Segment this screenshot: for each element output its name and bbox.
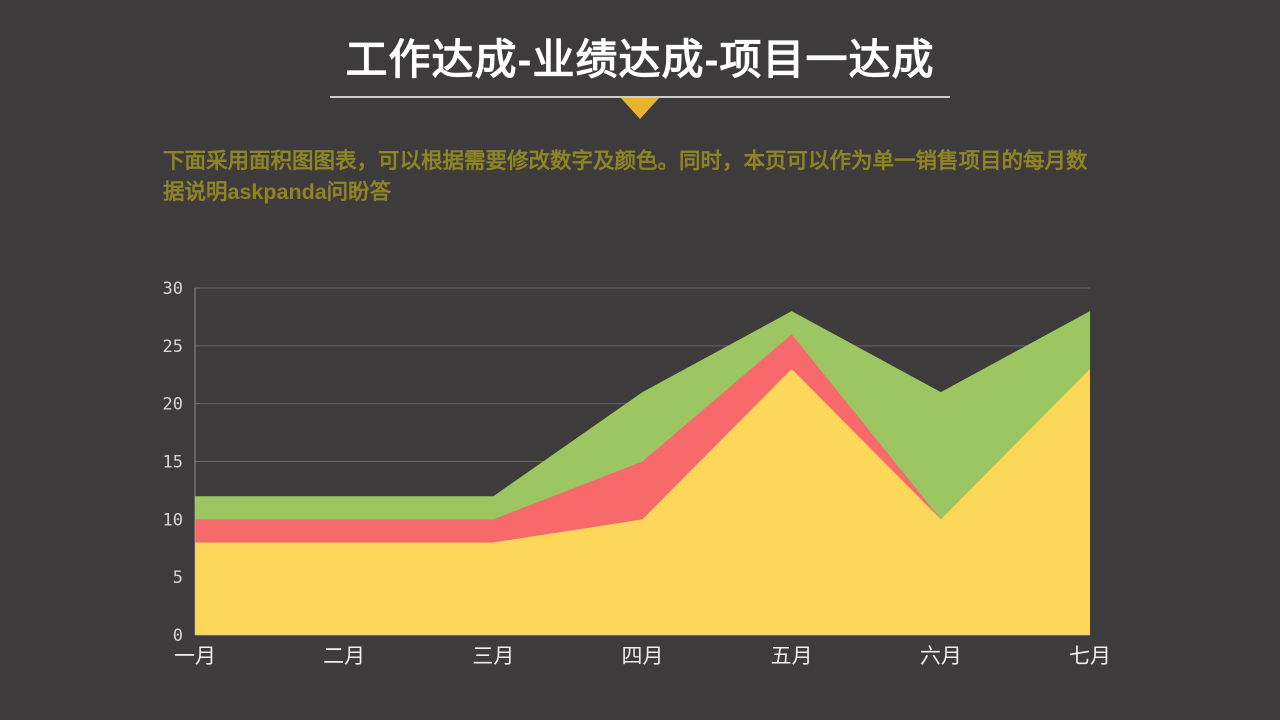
x-axis-tick-label: 二月: [323, 645, 365, 668]
y-axis-tick-label: 5: [173, 568, 183, 588]
y-axis-tick-label: 10: [163, 510, 183, 530]
y-axis-tick-label: 0: [173, 626, 183, 646]
y-axis-tick-label: 20: [163, 395, 183, 415]
description-text: 下面采用面积图图表，可以根据需要修改数字及颜色。同时，本页可以作为单一销售项目的…: [163, 149, 1088, 204]
y-axis-tick-label: 15: [163, 453, 183, 473]
area-series-yellow: [195, 368, 1090, 635]
y-axis-tick-label: 25: [163, 337, 183, 357]
y-axis-tick-label: 30: [163, 280, 183, 299]
area-chart: 0 5 10 15 20 25 30 一月 二月 三月 四月 五月 六月 七月: [163, 280, 1111, 668]
x-axis-tick-label: 七月: [1069, 645, 1111, 668]
title-divider-line: [330, 96, 950, 98]
x-axis-tick-label: 四月: [622, 645, 664, 668]
x-axis-tick-label: 六月: [920, 645, 962, 668]
x-axis-tick-label: 一月: [174, 645, 216, 668]
page-title: 工作达成-业绩达成-项目一达成: [345, 36, 935, 83]
triangle-down-icon: [621, 98, 659, 119]
x-axis-tick-label: 三月: [472, 645, 514, 668]
x-axis-tick-label: 五月: [771, 645, 813, 668]
